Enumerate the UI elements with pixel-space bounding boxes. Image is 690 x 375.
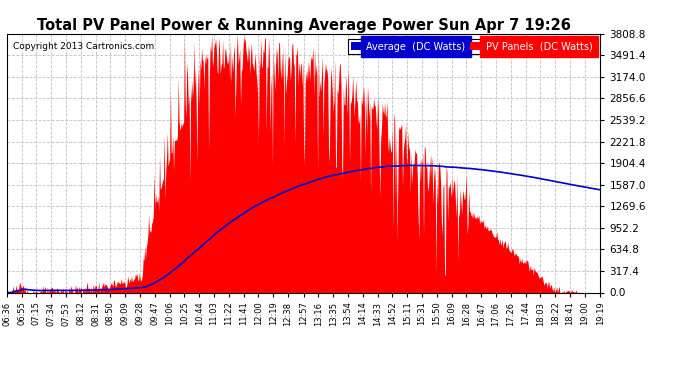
Legend: Average  (DC Watts), PV Panels  (DC Watts): Average (DC Watts), PV Panels (DC Watts) <box>348 39 595 54</box>
Title: Total PV Panel Power & Running Average Power Sun Apr 7 19:26: Total PV Panel Power & Running Average P… <box>37 18 571 33</box>
Text: Copyright 2013 Cartronics.com: Copyright 2013 Cartronics.com <box>13 42 154 51</box>
